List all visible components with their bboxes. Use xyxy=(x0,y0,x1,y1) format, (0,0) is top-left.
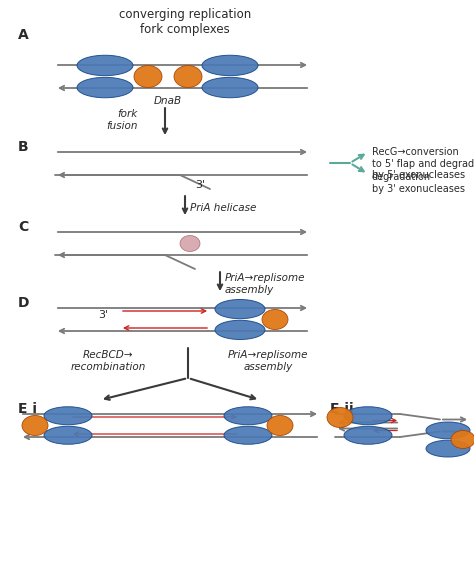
Ellipse shape xyxy=(426,440,470,457)
Text: RecG→conversion
to 5' flap and degradation
by 5' exonucleases: RecG→conversion to 5' flap and degradati… xyxy=(372,147,474,180)
Text: A: A xyxy=(18,28,29,42)
Ellipse shape xyxy=(174,66,202,88)
Ellipse shape xyxy=(44,407,92,425)
Text: PriA→replisome
assembly: PriA→replisome assembly xyxy=(228,350,308,371)
Ellipse shape xyxy=(22,415,48,435)
Text: C: C xyxy=(18,220,28,234)
Text: degradation
by 3' exonucleases: degradation by 3' exonucleases xyxy=(372,172,465,194)
Ellipse shape xyxy=(215,300,265,319)
Text: B: B xyxy=(18,140,28,154)
Ellipse shape xyxy=(224,407,272,425)
Text: PriA→replisome
assembly: PriA→replisome assembly xyxy=(225,273,306,295)
Text: D: D xyxy=(18,296,29,310)
Ellipse shape xyxy=(344,407,392,425)
Text: DnaB: DnaB xyxy=(154,96,182,106)
Ellipse shape xyxy=(77,77,133,98)
Text: PriA helicase: PriA helicase xyxy=(190,203,256,213)
Ellipse shape xyxy=(44,426,92,444)
Text: 3': 3' xyxy=(195,180,205,190)
Ellipse shape xyxy=(224,426,272,444)
Ellipse shape xyxy=(202,77,258,98)
Text: E ii: E ii xyxy=(330,402,354,416)
Text: RecBCD→
recombination: RecBCD→ recombination xyxy=(70,350,146,371)
Ellipse shape xyxy=(267,415,293,435)
Ellipse shape xyxy=(327,408,353,428)
Ellipse shape xyxy=(77,55,133,75)
Text: 3': 3' xyxy=(98,310,108,320)
Ellipse shape xyxy=(426,422,470,439)
Ellipse shape xyxy=(215,321,265,339)
Ellipse shape xyxy=(262,309,288,329)
Ellipse shape xyxy=(451,431,474,449)
Ellipse shape xyxy=(134,66,162,88)
Ellipse shape xyxy=(202,55,258,75)
Text: E i: E i xyxy=(18,402,37,416)
Ellipse shape xyxy=(180,236,200,252)
Text: fork
fusion: fork fusion xyxy=(107,109,138,131)
Ellipse shape xyxy=(344,426,392,444)
Text: converging replication
fork complexes: converging replication fork complexes xyxy=(119,8,251,36)
